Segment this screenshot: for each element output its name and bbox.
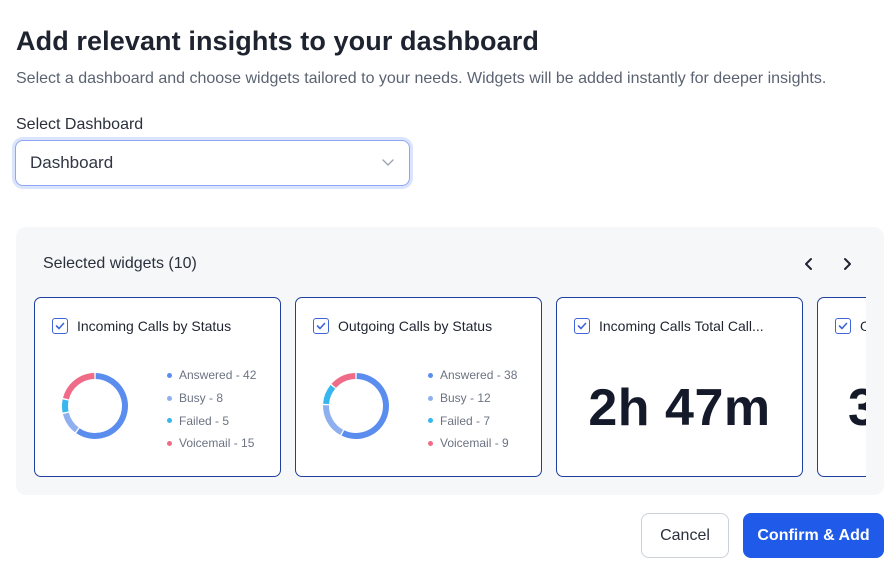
cancel-button[interactable]: Cancel xyxy=(641,513,729,558)
legend-label: Failed - 5 xyxy=(179,413,230,428)
page-subtitle: Select a dashboard and choose widgets ta… xyxy=(16,70,827,87)
donut-segment xyxy=(341,373,389,439)
checkmark-icon xyxy=(838,322,848,330)
widget-card[interactable]: Outgoing Calls by Status Answered - 38 B… xyxy=(295,297,542,477)
widget-legend: Answered - 38 Busy - 12 Failed - 7 Voice… xyxy=(428,364,517,455)
checkmark-icon xyxy=(55,322,65,330)
legend-label: Voicemail - 15 xyxy=(179,436,255,451)
widget-card[interactable]: O 3 xyxy=(817,297,866,477)
checkmark-icon xyxy=(316,322,326,330)
legend-dot xyxy=(428,418,433,424)
legend-item: Voicemail - 9 xyxy=(428,432,517,455)
widget-card[interactable]: Incoming Calls Total Call... 2h 47m xyxy=(556,297,803,477)
widget-title: Incoming Calls by Status xyxy=(77,318,232,334)
widget-title: Incoming Calls Total Call... xyxy=(599,318,764,334)
legend-dot xyxy=(167,418,172,424)
carousel-prev-button[interactable] xyxy=(798,253,820,275)
legend-item: Answered - 42 xyxy=(167,364,256,387)
chevron-left-icon xyxy=(805,258,812,270)
legend-label: Voicemail - 9 xyxy=(440,436,509,451)
checkmark-icon xyxy=(577,322,587,330)
page-title: Add relevant insights to your dashboard xyxy=(16,26,539,56)
widgets-carousel: Incoming Calls by Status Answered - 42 B… xyxy=(34,297,866,479)
legend-label: Failed - 7 xyxy=(440,413,491,428)
legend-item: Busy - 8 xyxy=(167,387,256,410)
widget-checkbox[interactable] xyxy=(835,318,851,334)
donut-segment xyxy=(76,373,128,439)
legend-item: Failed - 7 xyxy=(428,409,517,432)
donut-segment xyxy=(63,412,79,433)
donut-segment xyxy=(62,399,69,413)
widget-title: Outgoing Calls by Status xyxy=(338,318,493,334)
legend-item: Voicemail - 15 xyxy=(167,432,256,455)
legend-dot xyxy=(167,395,172,401)
dashboard-select[interactable]: Dashboard xyxy=(15,140,410,186)
legend-dot xyxy=(428,395,433,401)
legend-label: Busy - 12 xyxy=(440,391,491,406)
legend-label: Answered - 42 xyxy=(179,368,257,383)
dashboard-select-label: Select Dashboard xyxy=(16,116,144,133)
donut-chart xyxy=(62,373,128,439)
donut-segment xyxy=(63,373,95,400)
legend-item: Busy - 12 xyxy=(428,387,517,410)
legend-label: Busy - 8 xyxy=(179,391,224,406)
widget-card[interactable]: Incoming Calls by Status Answered - 42 B… xyxy=(34,297,281,477)
widget-checkbox[interactable] xyxy=(313,318,329,334)
widget-legend: Answered - 42 Busy - 8 Failed - 5 Voicem… xyxy=(167,364,256,455)
widget-metric-value: 2h 47m xyxy=(588,379,771,437)
chevron-right-icon xyxy=(844,258,851,270)
legend-dot xyxy=(428,440,433,446)
carousel-next-button[interactable] xyxy=(836,253,858,275)
widgets-panel: Selected widgets (10) Incoming Calls by … xyxy=(16,227,884,495)
widget-title: O xyxy=(860,318,866,334)
chevron-down-icon xyxy=(382,159,394,166)
donut-segment xyxy=(323,384,336,405)
confirm-add-button[interactable]: Confirm & Add xyxy=(743,513,884,558)
donut-segment xyxy=(331,373,356,388)
legend-item: Failed - 5 xyxy=(167,409,256,432)
widget-metric-value: 3 xyxy=(848,379,866,437)
legend-dot xyxy=(167,372,172,378)
widgets-panel-title: Selected widgets (10) xyxy=(43,255,197,272)
donut-segment xyxy=(323,405,344,435)
widget-checkbox[interactable] xyxy=(574,318,590,334)
legend-item: Answered - 38 xyxy=(428,364,517,387)
dashboard-select-value: Dashboard xyxy=(30,153,114,172)
legend-dot xyxy=(428,372,433,378)
legend-dot xyxy=(167,440,172,446)
widget-checkbox[interactable] xyxy=(52,318,68,334)
legend-label: Answered - 38 xyxy=(440,368,518,383)
donut-chart xyxy=(323,373,389,439)
